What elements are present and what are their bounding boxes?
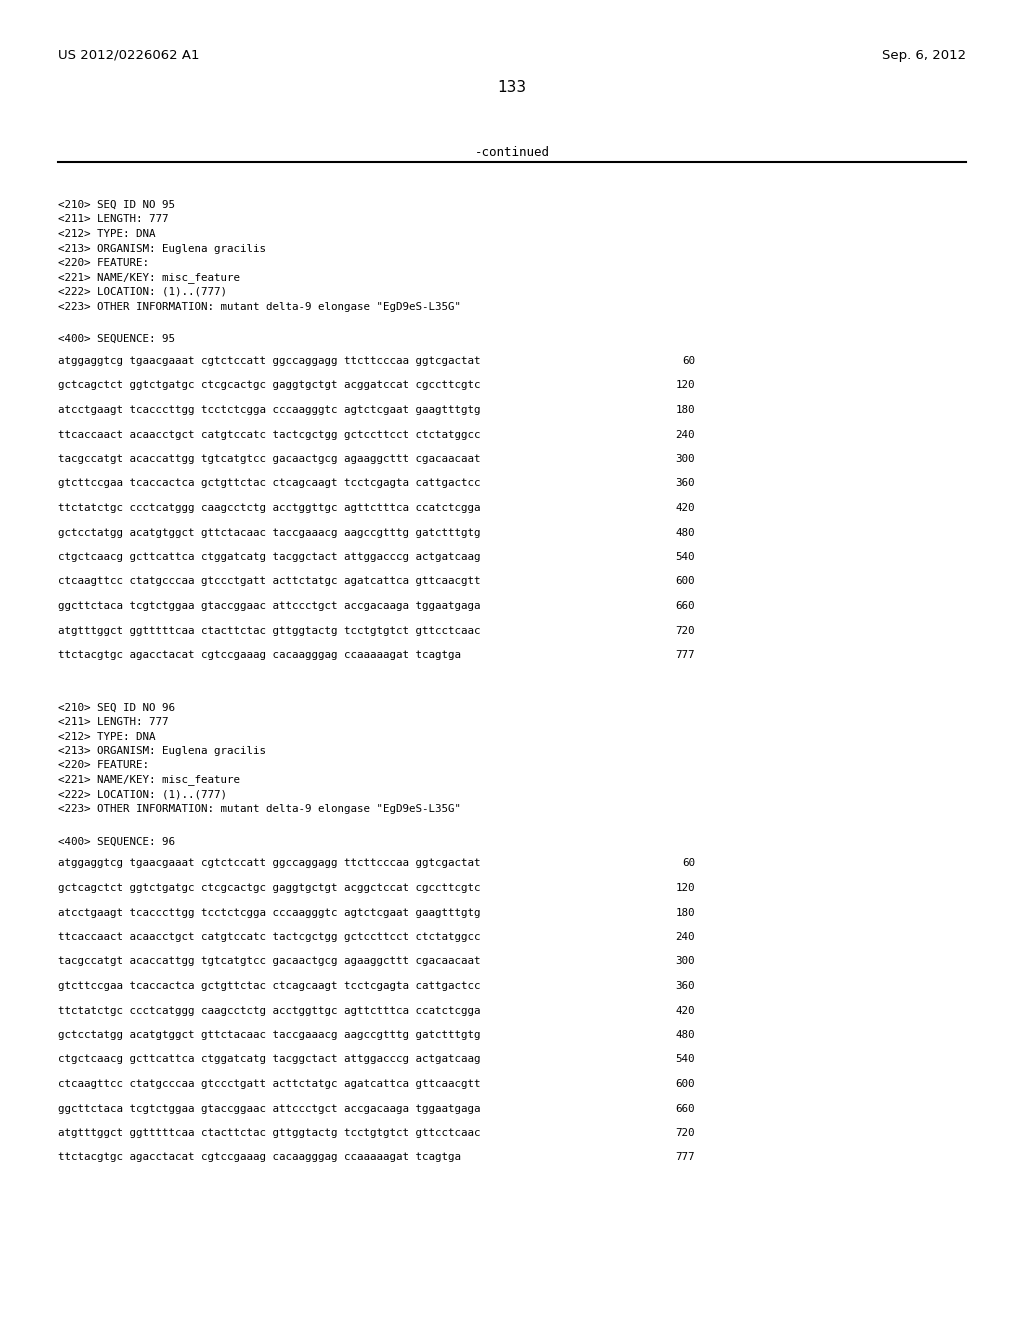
Text: 120: 120	[676, 380, 695, 391]
Text: -continued: -continued	[474, 145, 550, 158]
Text: ttctatctgc ccctcatggg caagcctctg acctggttgc agttctttca ccatctcgga: ttctatctgc ccctcatggg caagcctctg acctggt…	[58, 503, 480, 513]
Text: 420: 420	[676, 1006, 695, 1015]
Text: <212> TYPE: DNA: <212> TYPE: DNA	[58, 228, 156, 239]
Text: ggcttctaca tcgtctggaa gtaccggaac attccctgct accgacaaga tggaatgaga: ggcttctaca tcgtctggaa gtaccggaac attccct…	[58, 1104, 480, 1114]
Text: <220> FEATURE:: <220> FEATURE:	[58, 760, 150, 771]
Text: 120: 120	[676, 883, 695, 894]
Text: <213> ORGANISM: Euglena gracilis: <213> ORGANISM: Euglena gracilis	[58, 243, 266, 253]
Text: <222> LOCATION: (1)..(777): <222> LOCATION: (1)..(777)	[58, 286, 227, 297]
Text: 240: 240	[676, 932, 695, 942]
Text: <222> LOCATION: (1)..(777): <222> LOCATION: (1)..(777)	[58, 789, 227, 800]
Text: <211> LENGTH: 777: <211> LENGTH: 777	[58, 214, 169, 224]
Text: <210> SEQ ID NO 95: <210> SEQ ID NO 95	[58, 201, 175, 210]
Text: <400> SEQUENCE: 95: <400> SEQUENCE: 95	[58, 334, 175, 345]
Text: tacgccatgt acaccattgg tgtcatgtcc gacaactgcg agaaggcttt cgacaacaat: tacgccatgt acaccattgg tgtcatgtcc gacaact…	[58, 454, 480, 465]
Text: ttcaccaact acaacctgct catgtccatc tactcgctgg gctccttcct ctctatggcc: ttcaccaact acaacctgct catgtccatc tactcgc…	[58, 932, 480, 942]
Text: ttctatctgc ccctcatggg caagcctctg acctggttgc agttctttca ccatctcgga: ttctatctgc ccctcatggg caagcctctg acctggt…	[58, 1006, 480, 1015]
Text: 60: 60	[682, 858, 695, 869]
Text: 420: 420	[676, 503, 695, 513]
Text: ttcaccaact acaacctgct catgtccatc tactcgctgg gctccttcct ctctatggcc: ttcaccaact acaacctgct catgtccatc tactcgc…	[58, 429, 480, 440]
Text: atcctgaagt tcacccttgg tcctctcgga cccaagggtc agtctcgaat gaagtttgtg: atcctgaagt tcacccttgg tcctctcgga cccaagg…	[58, 908, 480, 917]
Text: US 2012/0226062 A1: US 2012/0226062 A1	[58, 49, 200, 62]
Text: 720: 720	[676, 1129, 695, 1138]
Text: 300: 300	[676, 454, 695, 465]
Text: <223> OTHER INFORMATION: mutant delta-9 elongase "EgD9eS-L35G": <223> OTHER INFORMATION: mutant delta-9 …	[58, 301, 461, 312]
Text: 360: 360	[676, 479, 695, 488]
Text: 60: 60	[682, 356, 695, 366]
Text: gctcctatgg acatgtggct gttctacaac taccgaaacg aagccgtttg gatctttgtg: gctcctatgg acatgtggct gttctacaac taccgaa…	[58, 528, 480, 537]
Text: 133: 133	[498, 81, 526, 95]
Text: 660: 660	[676, 601, 695, 611]
Text: 600: 600	[676, 577, 695, 586]
Text: Sep. 6, 2012: Sep. 6, 2012	[882, 49, 966, 62]
Text: 660: 660	[676, 1104, 695, 1114]
Text: gctcagctct ggtctgatgc ctcgcactgc gaggtgctgt acggatccat cgccttcgtc: gctcagctct ggtctgatgc ctcgcactgc gaggtgc…	[58, 380, 480, 391]
Text: 480: 480	[676, 1030, 695, 1040]
Text: 777: 777	[676, 1152, 695, 1163]
Text: <213> ORGANISM: Euglena gracilis: <213> ORGANISM: Euglena gracilis	[58, 746, 266, 756]
Text: <210> SEQ ID NO 96: <210> SEQ ID NO 96	[58, 702, 175, 713]
Text: 480: 480	[676, 528, 695, 537]
Text: atgtttggct ggtttttcaa ctacttctac gttggtactg tcctgtgtct gttcctcaac: atgtttggct ggtttttcaa ctacttctac gttggta…	[58, 626, 480, 635]
Text: 300: 300	[676, 957, 695, 966]
Text: atggaggtcg tgaacgaaat cgtctccatt ggccaggagg ttcttcccaa ggtcgactat: atggaggtcg tgaacgaaat cgtctccatt ggccagg…	[58, 356, 480, 366]
Text: <223> OTHER INFORMATION: mutant delta-9 elongase "EgD9eS-L35G": <223> OTHER INFORMATION: mutant delta-9 …	[58, 804, 461, 814]
Text: ctcaagttcc ctatgcccaa gtccctgatt acttctatgc agatcattca gttcaacgtt: ctcaagttcc ctatgcccaa gtccctgatt acttcta…	[58, 1078, 480, 1089]
Text: 600: 600	[676, 1078, 695, 1089]
Text: <211> LENGTH: 777: <211> LENGTH: 777	[58, 717, 169, 727]
Text: gtcttccgaa tcaccactca gctgttctac ctcagcaagt tcctcgagta cattgactcc: gtcttccgaa tcaccactca gctgttctac ctcagca…	[58, 479, 480, 488]
Text: ctcaagttcc ctatgcccaa gtccctgatt acttctatgc agatcattca gttcaacgtt: ctcaagttcc ctatgcccaa gtccctgatt acttcta…	[58, 577, 480, 586]
Text: <221> NAME/KEY: misc_feature: <221> NAME/KEY: misc_feature	[58, 272, 240, 282]
Text: <400> SEQUENCE: 96: <400> SEQUENCE: 96	[58, 837, 175, 846]
Text: ttctacgtgc agacctacat cgtccgaaag cacaagggag ccaaaaagat tcagtga: ttctacgtgc agacctacat cgtccgaaag cacaagg…	[58, 1152, 461, 1163]
Text: 720: 720	[676, 626, 695, 635]
Text: 180: 180	[676, 405, 695, 414]
Text: gctcctatgg acatgtggct gttctacaac taccgaaacg aagccgtttg gatctttgtg: gctcctatgg acatgtggct gttctacaac taccgaa…	[58, 1030, 480, 1040]
Text: atcctgaagt tcacccttgg tcctctcgga cccaagggtc agtctcgaat gaagtttgtg: atcctgaagt tcacccttgg tcctctcgga cccaagg…	[58, 405, 480, 414]
Text: 540: 540	[676, 552, 695, 562]
Text: 777: 777	[676, 649, 695, 660]
Text: <220> FEATURE:: <220> FEATURE:	[58, 257, 150, 268]
Text: 540: 540	[676, 1055, 695, 1064]
Text: 180: 180	[676, 908, 695, 917]
Text: ctgctcaacg gcttcattca ctggatcatg tacggctact attggacccg actgatcaag: ctgctcaacg gcttcattca ctggatcatg tacggct…	[58, 1055, 480, 1064]
Text: gtcttccgaa tcaccactca gctgttctac ctcagcaagt tcctcgagta cattgactcc: gtcttccgaa tcaccactca gctgttctac ctcagca…	[58, 981, 480, 991]
Text: <212> TYPE: DNA: <212> TYPE: DNA	[58, 731, 156, 742]
Text: 360: 360	[676, 981, 695, 991]
Text: atggaggtcg tgaacgaaat cgtctccatt ggccaggagg ttcttcccaa ggtcgactat: atggaggtcg tgaacgaaat cgtctccatt ggccagg…	[58, 858, 480, 869]
Text: atgtttggct ggtttttcaa ctacttctac gttggtactg tcctgtgtct gttcctcaac: atgtttggct ggtttttcaa ctacttctac gttggta…	[58, 1129, 480, 1138]
Text: gctcagctct ggtctgatgc ctcgcactgc gaggtgctgt acggctccat cgccttcgtc: gctcagctct ggtctgatgc ctcgcactgc gaggtgc…	[58, 883, 480, 894]
Text: ggcttctaca tcgtctggaa gtaccggaac attccctgct accgacaaga tggaatgaga: ggcttctaca tcgtctggaa gtaccggaac attccct…	[58, 601, 480, 611]
Text: <221> NAME/KEY: misc_feature: <221> NAME/KEY: misc_feature	[58, 775, 240, 785]
Text: 240: 240	[676, 429, 695, 440]
Text: ctgctcaacg gcttcattca ctggatcatg tacggctact attggacccg actgatcaag: ctgctcaacg gcttcattca ctggatcatg tacggct…	[58, 552, 480, 562]
Text: ttctacgtgc agacctacat cgtccgaaag cacaagggag ccaaaaagat tcagtga: ttctacgtgc agacctacat cgtccgaaag cacaagg…	[58, 649, 461, 660]
Text: tacgccatgt acaccattgg tgtcatgtcc gacaactgcg agaaggcttt cgacaacaat: tacgccatgt acaccattgg tgtcatgtcc gacaact…	[58, 957, 480, 966]
